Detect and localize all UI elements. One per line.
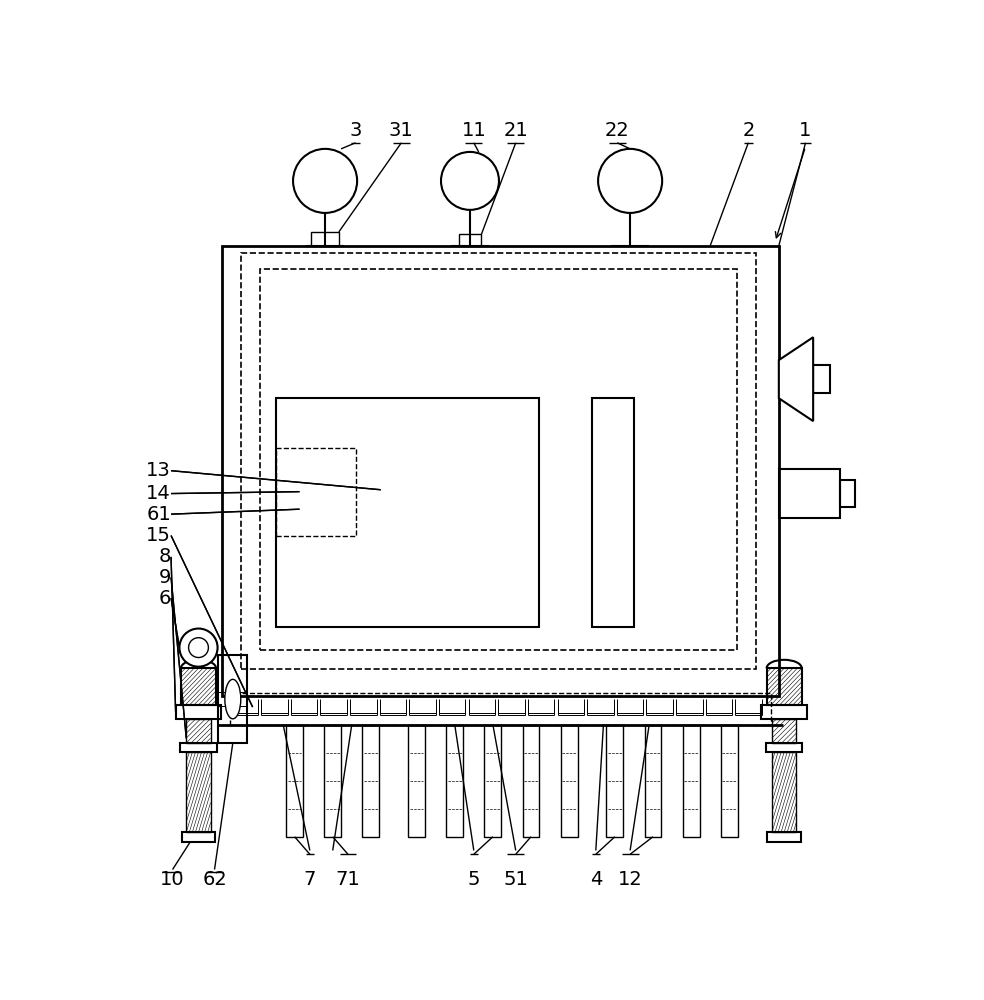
Text: 3: 3	[349, 121, 362, 140]
Bar	[813, 365, 830, 393]
Bar	[186, 752, 211, 832]
Bar	[762, 705, 807, 719]
Text: 11: 11	[461, 121, 486, 140]
Text: 21: 21	[504, 121, 528, 140]
Bar	[484, 725, 501, 837]
Text: 7: 7	[304, 870, 316, 889]
Text: 1: 1	[799, 121, 812, 140]
Bar	[683, 725, 700, 837]
Text: 12: 12	[618, 870, 643, 889]
Bar	[181, 668, 216, 705]
Bar	[768, 832, 801, 842]
Bar	[459, 234, 481, 246]
Text: 71: 71	[336, 870, 360, 889]
Circle shape	[598, 149, 662, 213]
Text: 5: 5	[467, 870, 480, 889]
Bar	[218, 655, 247, 743]
Bar	[523, 725, 539, 837]
Text: 22: 22	[605, 121, 630, 140]
Bar	[286, 725, 303, 837]
Circle shape	[293, 149, 357, 213]
Circle shape	[179, 629, 217, 667]
Text: 61: 61	[147, 505, 171, 524]
Bar	[767, 668, 802, 705]
Bar	[362, 725, 379, 837]
Bar	[766, 743, 803, 752]
Bar	[772, 752, 796, 832]
Bar	[561, 725, 578, 837]
Text: 9: 9	[158, 568, 171, 587]
Bar	[186, 719, 211, 743]
Bar	[276, 398, 538, 627]
Circle shape	[441, 152, 499, 210]
Text: 15: 15	[147, 526, 171, 545]
Text: 62: 62	[202, 870, 227, 889]
Text: 31: 31	[389, 121, 413, 140]
Circle shape	[189, 638, 209, 658]
Bar	[721, 725, 738, 837]
Text: 14: 14	[147, 484, 171, 503]
Text: 8: 8	[158, 547, 171, 566]
Bar	[325, 725, 341, 837]
Bar	[645, 725, 661, 837]
Text: 6: 6	[158, 589, 171, 608]
Text: 13: 13	[147, 461, 171, 480]
Bar	[230, 693, 771, 725]
Bar	[772, 719, 796, 743]
Text: 4: 4	[589, 870, 602, 889]
Bar	[840, 480, 855, 507]
Bar	[447, 725, 463, 837]
Bar	[182, 832, 215, 842]
Bar	[408, 725, 425, 837]
Ellipse shape	[225, 679, 241, 719]
Text: 51: 51	[503, 870, 528, 889]
Text: 10: 10	[160, 870, 185, 889]
Bar	[606, 725, 623, 837]
Bar	[222, 246, 779, 696]
Bar	[592, 398, 634, 627]
Bar	[276, 448, 355, 536]
Bar	[180, 743, 216, 752]
Text: 2: 2	[742, 121, 755, 140]
Bar	[261, 269, 737, 650]
Bar	[779, 469, 840, 518]
Bar	[311, 232, 338, 246]
Polygon shape	[779, 337, 813, 421]
Bar	[175, 705, 221, 719]
Bar	[241, 253, 756, 669]
